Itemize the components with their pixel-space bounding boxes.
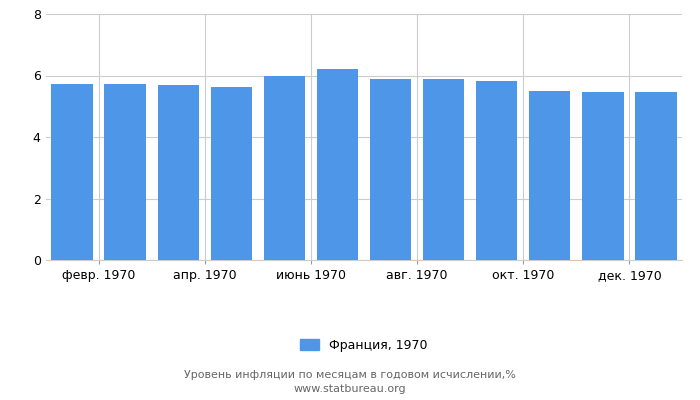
Text: Уровень инфляции по месяцам в годовом исчислении,%: Уровень инфляции по месяцам в годовом ис… [184, 370, 516, 380]
Bar [582, 92, 624, 260]
Text: www.statbureau.org: www.statbureau.org [294, 384, 406, 394]
Bar [264, 76, 305, 260]
Bar [211, 87, 252, 260]
Bar [529, 91, 570, 260]
Bar [370, 79, 411, 260]
Bar [51, 84, 92, 260]
Bar [423, 79, 464, 260]
Bar [317, 69, 358, 260]
Bar [104, 84, 146, 260]
Bar [158, 85, 199, 260]
Legend: Франция, 1970: Франция, 1970 [295, 334, 433, 357]
Bar [476, 81, 517, 260]
Bar [636, 92, 677, 260]
